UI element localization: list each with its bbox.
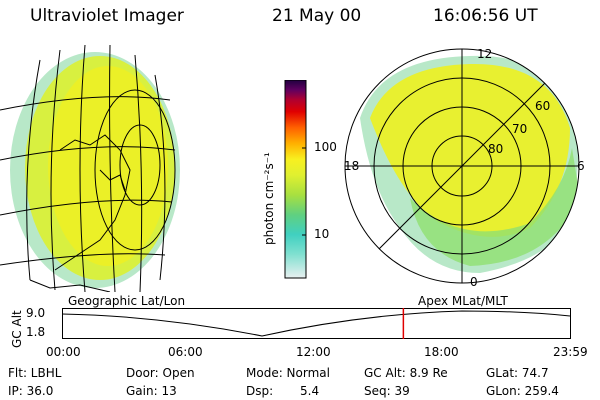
info-seq: Seq: 39 bbox=[364, 384, 410, 398]
time-label: 16:06:56 UT bbox=[433, 6, 538, 26]
lat-label-70: 70 bbox=[512, 122, 527, 136]
info-gc-alt: GC Alt: 8.9 Re bbox=[364, 366, 448, 380]
info-glon: GLon: 259.4 bbox=[486, 384, 559, 398]
info-ip: IP: 36.0 bbox=[8, 384, 54, 398]
lat-label-80: 80 bbox=[488, 142, 503, 156]
altitude-xtick-2359: 23:59 bbox=[553, 345, 588, 359]
instrument-title: Ultraviolet Imager bbox=[30, 6, 184, 26]
info-dsp-value: 5.4 bbox=[300, 384, 320, 398]
colorbar-tick-10: 10 bbox=[314, 227, 330, 241]
apex-polar-panel: 12 18 6 0 80 70 60 bbox=[344, 48, 585, 289]
colorbar-unit-label: photon cm⁻²s⁻¹ bbox=[262, 152, 276, 245]
colorbar bbox=[284, 80, 307, 279]
mlt-label-6: 6 bbox=[577, 159, 585, 173]
altitude-ytick-9: 9.0 bbox=[26, 306, 46, 320]
altitude-xtick-1200: 12:00 bbox=[296, 345, 331, 359]
geographic-image-panel bbox=[0, 44, 180, 292]
altitude-ylabel: GC Alt bbox=[10, 310, 24, 348]
info-flt: Flt: LBHL bbox=[8, 366, 62, 380]
date-label: 21 May 00 bbox=[272, 6, 362, 26]
info-dsp-label: Dsp: bbox=[246, 384, 274, 398]
right-panel-label: Apex MLat/MLT bbox=[418, 294, 508, 308]
left-panel-label: Geographic Lat/Lon bbox=[68, 294, 186, 308]
colorbar-tick-100: 100 bbox=[314, 140, 337, 154]
altitude-xtick-0600: 06:00 bbox=[168, 345, 203, 359]
info-gain: Gain: 13 bbox=[126, 384, 177, 398]
altitude-ytick-1-8: 1.8 bbox=[26, 325, 46, 339]
aurora-oval bbox=[370, 63, 570, 237]
altitude-xtick-0000: 00:00 bbox=[46, 345, 81, 359]
altitude-curve bbox=[62, 310, 571, 337]
altitude-xtick-1800: 18:00 bbox=[424, 345, 459, 359]
info-mode: Mode: Normal bbox=[246, 366, 330, 380]
altitude-plot bbox=[62, 308, 571, 339]
info-glat: GLat: 74.7 bbox=[486, 366, 549, 380]
info-door: Door: Open bbox=[126, 366, 195, 380]
lat-label-60: 60 bbox=[535, 99, 550, 113]
mlt-label-12: 12 bbox=[477, 48, 492, 61]
mlt-label-18: 18 bbox=[344, 159, 359, 173]
mlt-label-0: 0 bbox=[470, 275, 478, 289]
